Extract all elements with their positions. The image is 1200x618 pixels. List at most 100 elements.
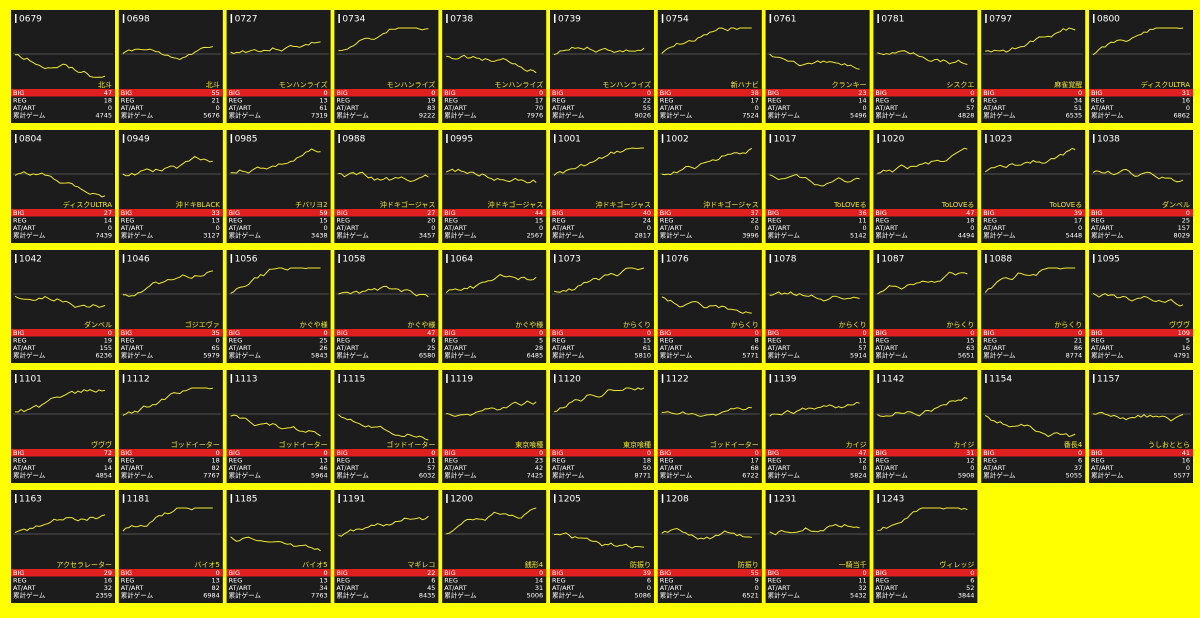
stat-label: AT/ART — [768, 464, 791, 472]
stat-label: 累計ゲーム — [121, 591, 154, 600]
stat-value: 5824 — [850, 472, 867, 480]
id-marker — [122, 374, 125, 383]
stat-value: 0 — [1078, 224, 1082, 232]
sparkline — [1092, 292, 1184, 307]
stat-value: 65 — [212, 344, 220, 352]
card-bg — [442, 250, 547, 363]
stat-value: 72 — [104, 449, 112, 457]
stat-label: REG — [983, 457, 997, 465]
stat-label: 累計ゲーム — [983, 351, 1016, 360]
stat-value: 3457 — [419, 232, 436, 240]
id-marker — [769, 494, 772, 503]
stat-value: 157 — [1178, 224, 1190, 232]
stat-value: 6236 — [95, 352, 112, 360]
id-marker — [446, 14, 448, 23]
stat-label: BIG — [13, 329, 24, 337]
card-bg — [118, 490, 223, 603]
sparkline — [661, 527, 752, 540]
stat-label: REG — [768, 337, 782, 345]
stat-label: 累計ゲーム — [229, 111, 262, 120]
machine-name: かぐや様 — [515, 320, 543, 329]
machine-id: 1191 — [342, 495, 365, 505]
stat-label: BIG — [983, 209, 994, 217]
stat-label: AT/ART — [229, 104, 252, 112]
stat-value: 29 — [104, 569, 112, 577]
stat-value: 6984 — [203, 592, 220, 600]
sparkline — [446, 507, 537, 535]
stat-value: 0 — [108, 224, 112, 232]
stat-value: 19 — [104, 337, 112, 345]
stat-value: 4745 — [95, 112, 112, 120]
id-marker — [15, 374, 17, 383]
stat-value: 0 — [1078, 329, 1082, 337]
stat-value: 7524 — [742, 112, 759, 120]
machine-card: 1191 マギレコ BIG 22 REG 6 AT/ART 45 累計ゲーム 8435 — [334, 490, 439, 603]
machine-card: 0698 北斗 BIG 55 REG 21 AT/ART 0 累計ゲーム 5676 — [118, 10, 223, 123]
stat-value: 5086 — [634, 592, 651, 600]
stat-label: 累計ゲーム — [229, 231, 262, 240]
stat-label: BIG — [875, 89, 886, 97]
stat-label: 累計ゲーム — [229, 591, 262, 600]
stat-value: 18 — [643, 457, 651, 465]
stat-value: 0 — [862, 224, 866, 232]
stat-label: BIG — [121, 449, 132, 457]
machine-id: 1076 — [666, 255, 689, 265]
id-marker — [661, 14, 664, 23]
sparkline — [769, 291, 860, 302]
machine-name: うしおととら — [1148, 441, 1190, 449]
machine-id: 0698 — [127, 15, 150, 25]
machine-card: 1200 銭形4 BIG 0 REG 14 AT/ART 31 累計ゲーム 5006 — [442, 490, 547, 603]
stat-value: 22 — [751, 217, 759, 225]
stat-value: 34 — [319, 584, 327, 592]
machine-name: 東京喰種 — [623, 440, 651, 449]
machine-card: 1122 ゴッドイーター BIG 0 REG 17 AT/ART 68 累計ゲーム 6722 — [657, 370, 762, 483]
machine-card: 0727 モンハンライズ BIG 0 REG 13 AT/ART 61 累計ゲーム 7319 — [226, 10, 331, 123]
stat-label: REG — [875, 97, 889, 105]
stat-value: 0 — [1078, 449, 1082, 457]
stat-label: BIG — [768, 449, 779, 457]
stat-value: 39 — [1074, 209, 1082, 217]
stat-value: 6 — [108, 457, 112, 465]
stat-value: 46 — [319, 464, 327, 472]
stat-label: 累計ゲーム — [336, 351, 369, 360]
stat-label: REG — [121, 217, 135, 225]
stat-label: 累計ゲーム — [336, 111, 369, 120]
stat-value: 4854 — [95, 472, 112, 480]
card-bg — [118, 130, 223, 243]
machine-name: ゴッドイーター — [386, 440, 435, 449]
machine-card: 1023 ToLOVEる BIG 39 REG 17 AT/ART 0 累計ゲーム 5448 — [981, 130, 1086, 243]
machine-id: 1023 — [989, 135, 1012, 145]
stat-label: 累計ゲーム — [660, 351, 693, 360]
stat-label: AT/ART — [552, 584, 575, 592]
card-bg — [873, 250, 978, 363]
stat-label: REG — [13, 457, 27, 465]
machine-name: 一騎当千 — [839, 560, 867, 569]
machine-card: 0995 沖ドキゴージャス BIG 44 REG 15 AT/ART 0 累計ゲーム 2567 — [442, 130, 547, 243]
stat-value: 57 — [427, 464, 435, 472]
stat-value: 25 — [427, 344, 435, 352]
stat-label: REG — [229, 337, 243, 345]
sparkline — [661, 27, 752, 54]
stat-value: 16 — [1182, 344, 1190, 352]
machine-id: 1058 — [342, 255, 365, 265]
stat-value: 6 — [970, 97, 974, 105]
machine-name: からくり — [1054, 321, 1082, 329]
stat-label: AT/ART — [444, 584, 467, 592]
stat-label: 累計ゲーム — [1091, 351, 1124, 360]
stat-label: AT/ART — [660, 464, 683, 472]
sparkline — [877, 50, 968, 65]
stat-value: 5448 — [1066, 232, 1083, 240]
stat-value: 0 — [755, 449, 759, 457]
stat-value: 27 — [427, 209, 435, 217]
machine-name: からくり — [623, 321, 651, 329]
stat-label: 累計ゲーム — [444, 471, 477, 480]
stat-value: 59 — [319, 209, 327, 217]
stat-label: BIG — [875, 449, 886, 457]
sparkline — [122, 270, 213, 297]
big-row — [981, 329, 1086, 337]
sparkline — [122, 46, 213, 61]
card-bg — [873, 130, 978, 243]
machine-id: 1078 — [774, 255, 797, 265]
machine-card: 1002 沖ドキゴージャス BIG 37 REG 22 AT/ART 0 累計ゲーム 3996 — [657, 130, 762, 243]
big-row — [442, 209, 547, 217]
